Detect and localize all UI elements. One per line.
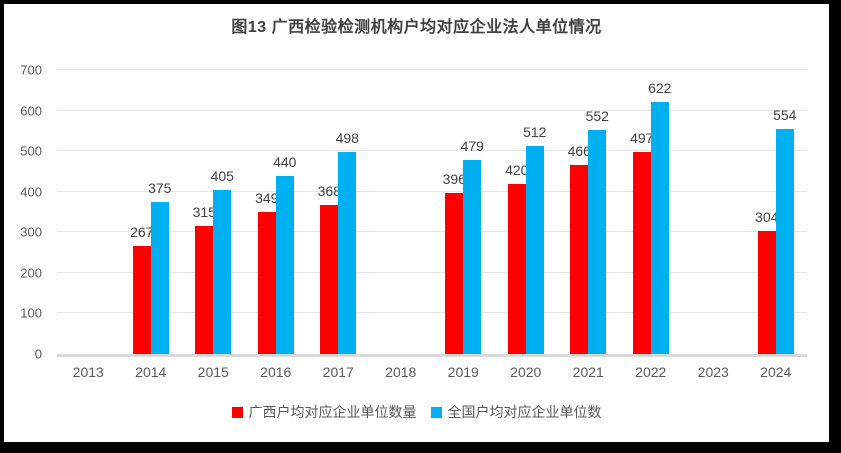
category-group: 315 405	[182, 70, 245, 354]
bar-value-label: 552	[585, 108, 609, 125]
bar: 512	[523, 124, 546, 354]
bar-value-label: 405	[210, 167, 234, 184]
y-tick-label: 100	[20, 305, 42, 321]
category-group: 466 552	[557, 70, 620, 354]
y-axis-labels: 0 100 200 300 400 500 600 700	[4, 63, 49, 362]
plot-area: 267 375 315 405 349 440 368 498 396 479 420 512 466 5…	[57, 69, 808, 357]
category-group: 267 375	[120, 70, 183, 354]
y-tick-label: 500	[20, 143, 42, 159]
bar-value-label: 304	[755, 208, 779, 225]
category-group: 304 554	[745, 70, 808, 354]
bar-value-label: 315	[192, 204, 216, 221]
bar: 315	[193, 204, 216, 354]
x-tick-label: 2021	[572, 364, 604, 380]
bar: 498	[336, 130, 359, 354]
bar: 267	[130, 224, 153, 354]
y-tick-label: 0	[34, 346, 42, 362]
bar-value-label: 498	[335, 129, 359, 146]
bar: 368	[318, 183, 341, 354]
bar-value-label: 267	[130, 223, 154, 240]
gridline	[57, 190, 807, 192]
gridline	[57, 69, 807, 70]
bar: 375	[148, 180, 171, 354]
bar: 440	[273, 154, 296, 354]
bar-value-label: 440	[273, 153, 297, 170]
bar: 554	[773, 107, 796, 354]
category-group: 420 512	[495, 70, 558, 354]
x-axis-labels: 2013 2014 2015 2016 2017 2018 2019 2020 2021 2022…	[57, 364, 807, 380]
category-group: 349 440	[245, 70, 308, 354]
x-tick-label: 2024	[760, 364, 792, 380]
x-tick-label: 2015	[197, 364, 229, 380]
x-tick-label: 2017	[322, 364, 354, 380]
y-tick-label: 200	[20, 265, 42, 281]
category-group	[370, 70, 433, 354]
y-tick-label: 400	[20, 184, 42, 200]
gridline	[57, 231, 807, 233]
category-group	[57, 70, 120, 354]
category-group: 368 498	[307, 70, 370, 354]
bar-value-label: 420	[505, 161, 529, 178]
bar-value-label: 349	[255, 190, 279, 207]
legend-item-national: 全国户均对应企业单位数	[430, 402, 602, 422]
gridline	[57, 312, 807, 314]
gridline	[57, 109, 807, 111]
x-tick-label: 2013	[72, 364, 104, 380]
bar-value-label: 368	[317, 182, 341, 199]
x-tick-label: 2022	[635, 364, 667, 380]
bar: 349	[255, 190, 278, 354]
x-tick-label: 2023	[697, 364, 729, 380]
bar: 497	[630, 130, 653, 354]
bar-value-label: 479	[460, 137, 484, 154]
bar-value-label: 512	[523, 124, 547, 141]
bar-value-label: 375	[148, 179, 172, 196]
legend-swatch-guangxi	[231, 406, 243, 418]
y-tick-label: 600	[20, 103, 42, 119]
legend: 广西户均对应企业单位数量 全国户均对应企业单位数	[4, 402, 829, 422]
y-tick-label: 700	[20, 62, 42, 78]
x-tick-label: 2020	[510, 364, 542, 380]
bar-value-label: 396	[442, 171, 466, 188]
gridline	[57, 271, 807, 273]
bar: 396	[443, 171, 466, 354]
bar-value-label: 497	[630, 130, 654, 147]
bar: 420	[505, 162, 528, 354]
chart-title: 图13 广西检验检测机构户均对应企业法人单位情况	[231, 19, 602, 36]
bar-value-label: 466	[567, 142, 591, 159]
x-tick-label: 2014	[135, 364, 167, 380]
x-tick-label: 2019	[447, 364, 479, 380]
bar: 552	[586, 108, 609, 354]
legend-label-guangxi: 广西户均对应企业单位数量	[248, 404, 417, 420]
bar: 622	[648, 80, 671, 354]
x-tick-label: 2018	[385, 364, 417, 380]
bar: 304	[755, 209, 778, 354]
legend-item-guangxi: 广西户均对应企业单位数量	[231, 402, 417, 422]
y-tick-label: 300	[20, 224, 42, 240]
category-group: 396 479	[432, 70, 495, 354]
gridline	[57, 150, 807, 152]
x-tick-label: 2016	[260, 364, 292, 380]
category-group: 497 622	[620, 70, 683, 354]
bar-value-label: 554	[773, 107, 797, 124]
bar-value-label: 622	[648, 79, 672, 96]
legend-swatch-national	[430, 406, 442, 418]
bar: 479	[461, 138, 484, 354]
bar: 466	[568, 143, 591, 354]
category-group	[682, 70, 745, 354]
legend-label-national: 全国户均对应企业单位数	[447, 404, 602, 420]
bar: 405	[211, 168, 234, 354]
